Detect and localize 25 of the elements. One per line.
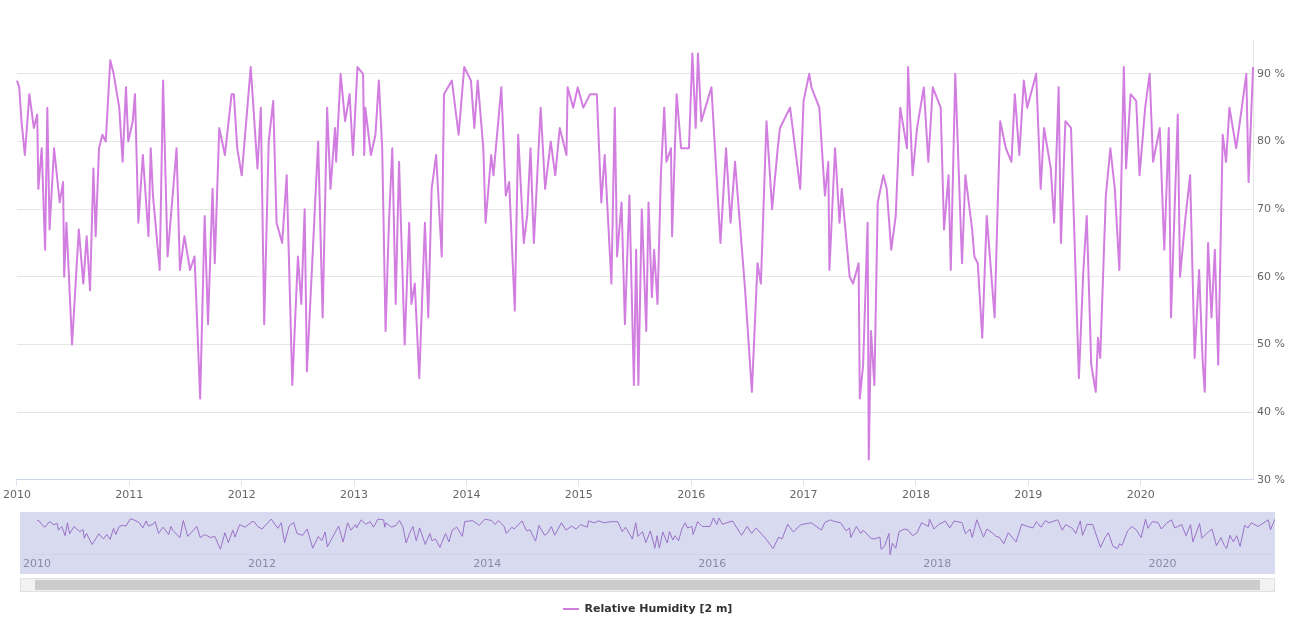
x-tick-label: 2019: [1014, 488, 1043, 502]
x-tick-label: 2016: [698, 557, 727, 571]
x-tick-label: 2013: [340, 488, 369, 502]
x-tick-label: 2012: [227, 488, 256, 502]
x-tick-label: 2018: [901, 488, 930, 502]
x-tick-label: 2020: [1148, 557, 1177, 571]
x-tick-label: 2011: [115, 488, 144, 502]
x-tick-label: 2020: [1126, 488, 1155, 502]
y-tick-label: 50 %: [1257, 337, 1286, 351]
x-tick-label: 2010: [23, 557, 51, 571]
x-tick-label: 2010: [3, 488, 31, 502]
x-tick-label: 2012: [248, 557, 277, 571]
x-tick-label: 2018: [923, 557, 952, 571]
legend-label: Relative Humidity [2 m]: [583, 602, 733, 615]
x-tick-label: 2017: [789, 488, 818, 502]
y-tick-label: 90 %: [1257, 66, 1286, 80]
y-tick-label: 70 %: [1257, 202, 1286, 216]
x-tick-label: 2014: [473, 557, 502, 571]
x-tick-label: 2016: [677, 488, 706, 502]
y-tick-label: 80 %: [1257, 134, 1286, 148]
y-tick-label: 40 %: [1257, 405, 1286, 418]
y-tick-label: 30 %: [1257, 472, 1286, 486]
y-tick-label: 60 %: [1257, 269, 1286, 283]
x-tick-label: 2015: [564, 488, 593, 502]
x-tick-label: 2014: [452, 488, 481, 502]
